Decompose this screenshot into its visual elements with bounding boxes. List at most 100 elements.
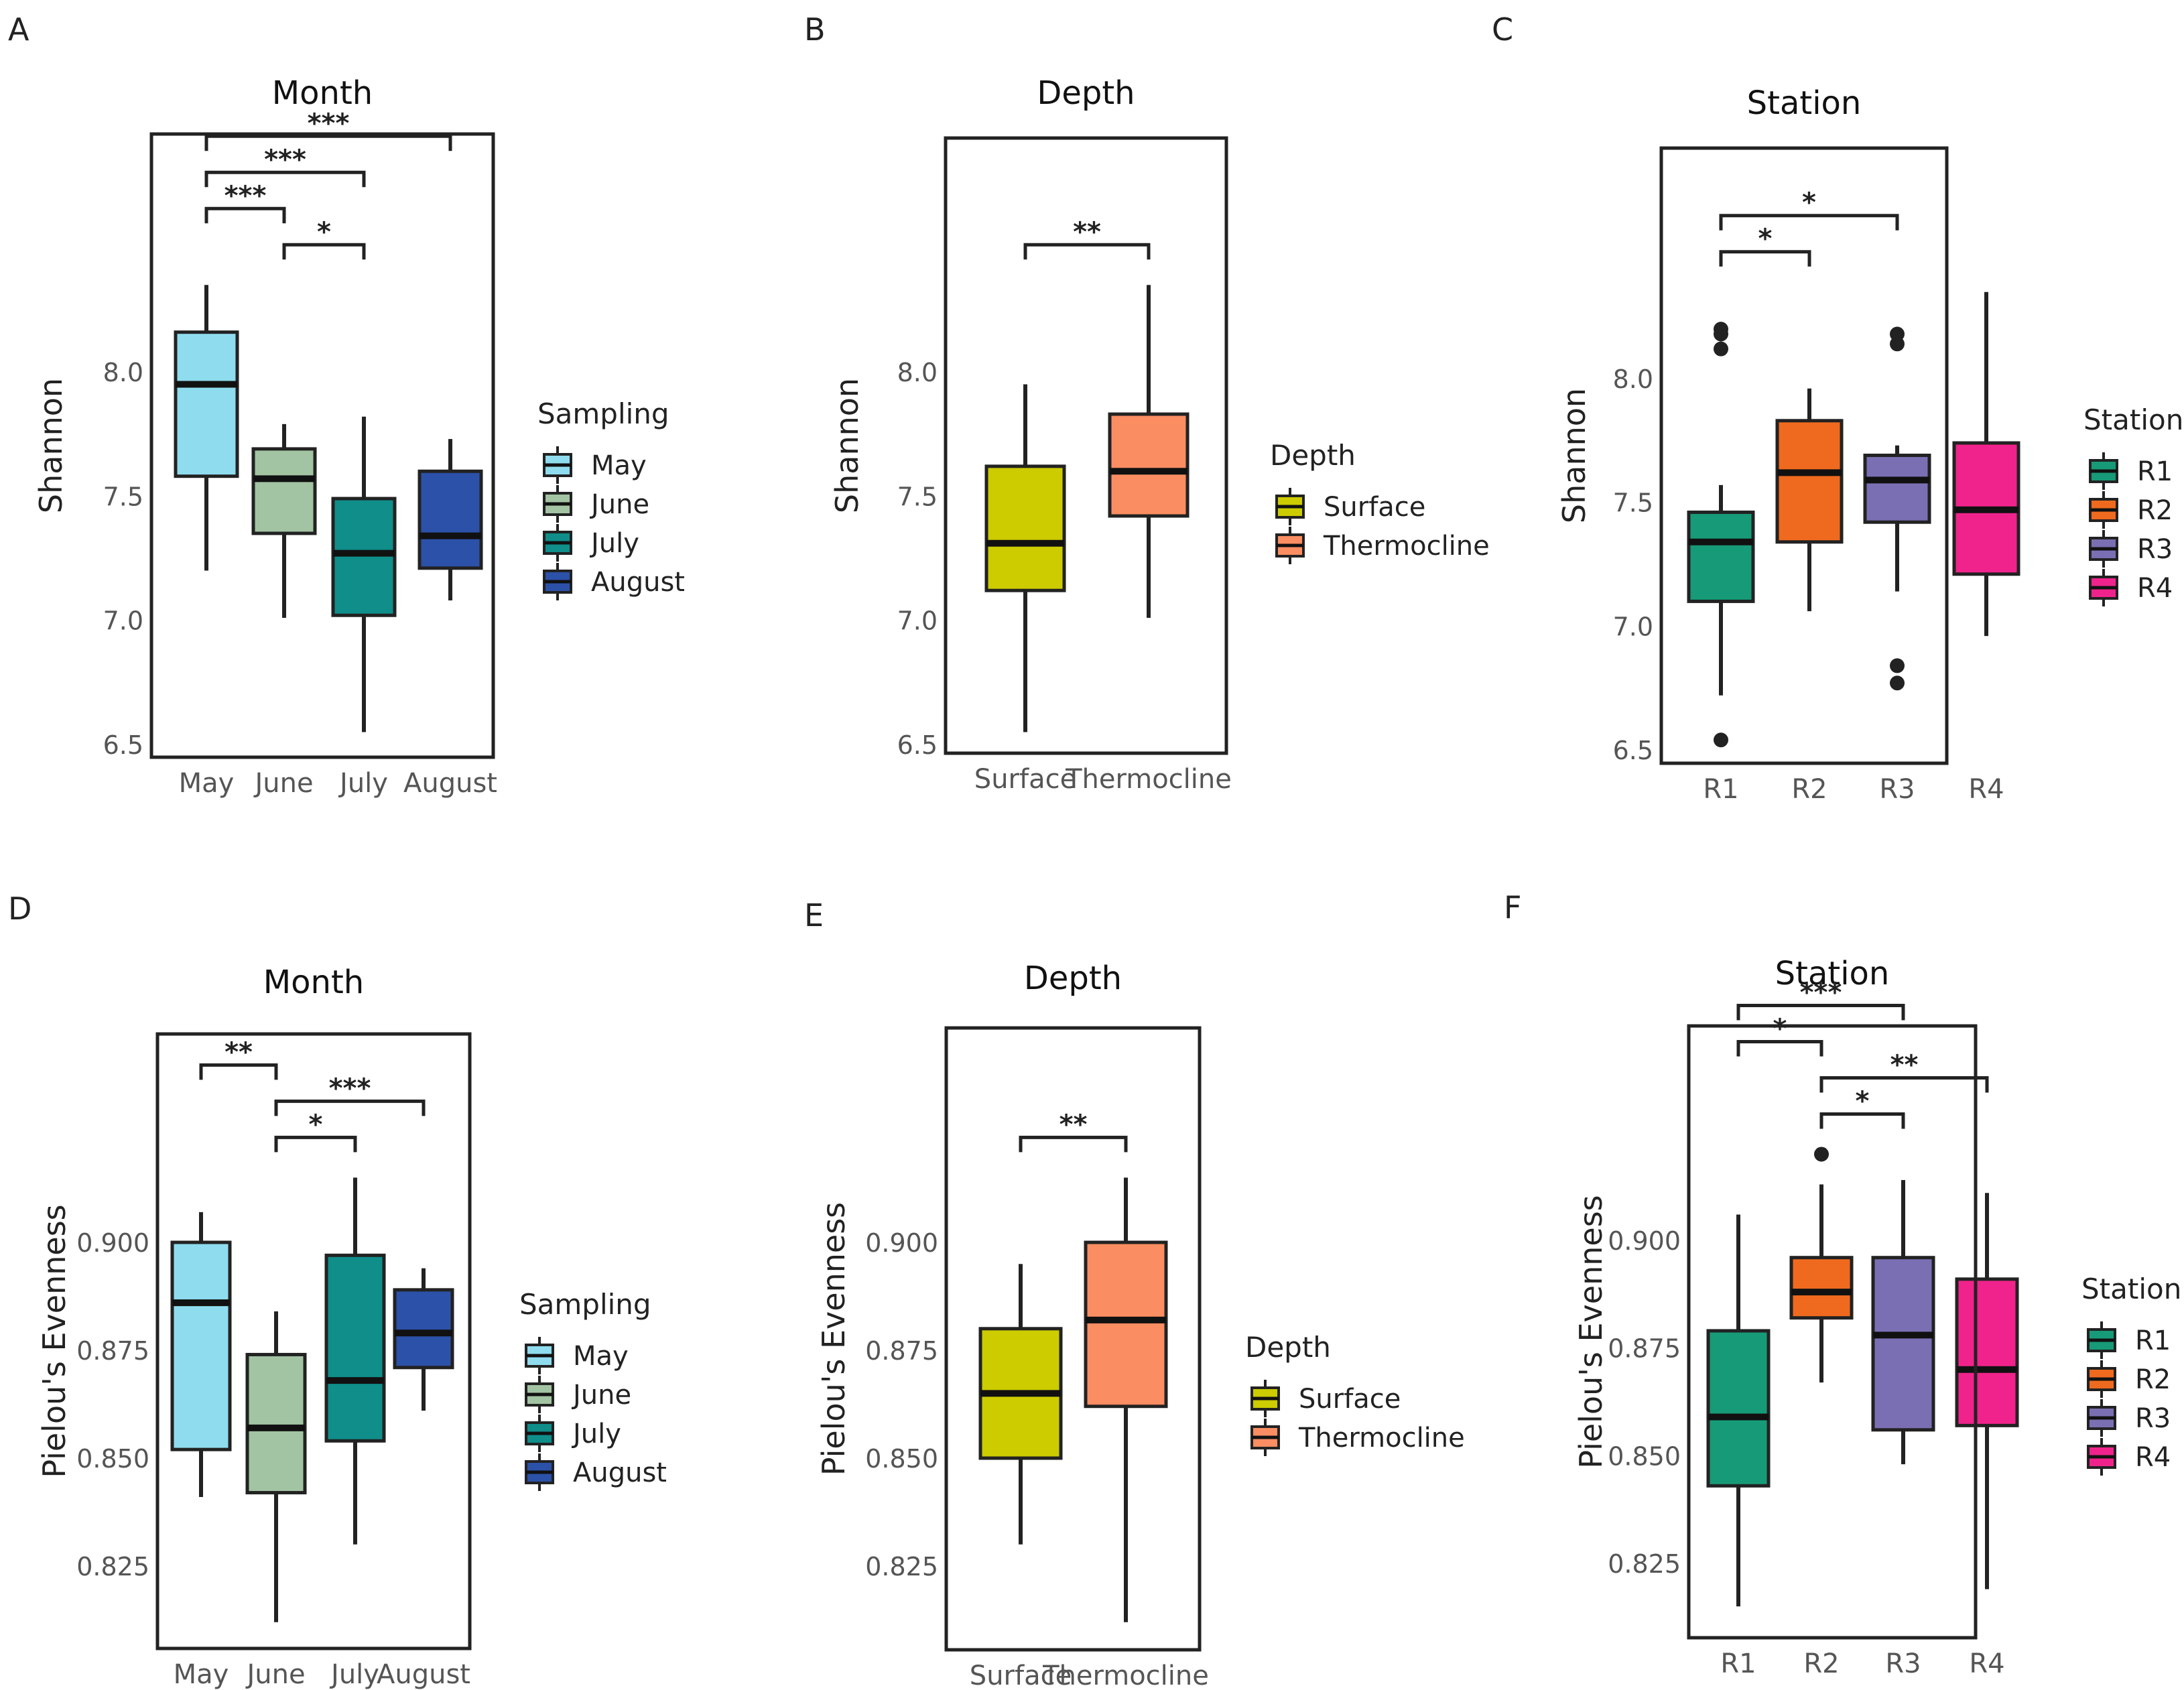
box-r2 [1789, 1147, 1854, 1383]
bracket-label: ** [1059, 1109, 1088, 1140]
legend-key-surface [1250, 1380, 1280, 1417]
legend-label: R4 [2135, 1442, 2171, 1473]
legend-label: June [571, 1380, 631, 1411]
y-tick-label: 0.900 [1608, 1226, 1681, 1256]
legend-key-july [543, 524, 572, 562]
bracket-line [1719, 250, 1811, 267]
bracket-label: * [1773, 1013, 1787, 1044]
significance-bracket: * [1719, 224, 1811, 267]
panel-c: C Station Shannon 6.5 7.0 7.5 8.0 R1 R2 R3 R4 * * Sta… [1492, 11, 2183, 805]
legend-label: May [591, 450, 647, 481]
x-tick-label: July [329, 1659, 379, 1690]
bracket-label: * [317, 216, 331, 247]
panel-letter: B [804, 11, 826, 48]
plot-frame [944, 136, 1228, 755]
y-tick-label: 8.0 [1613, 365, 1653, 394]
y-tick-label: 0.850 [1608, 1441, 1681, 1471]
legend-label: R2 [2137, 495, 2173, 526]
plot-frame [155, 1032, 472, 1650]
x-tick-label: R2 [1791, 774, 1827, 805]
legend-title: Station [2081, 1273, 2181, 1305]
panel-e: E Depth Pielou's Evenness 0.825 0.850 0.875 0.… [804, 897, 1465, 1690]
box-body [984, 464, 1066, 592]
x-tick-label: R1 [1703, 774, 1738, 805]
bracket-label: ** [224, 1037, 253, 1067]
legend-label: R3 [2137, 534, 2173, 565]
legend-label: Thermocline [1298, 1423, 1465, 1453]
bracket-line [274, 1099, 426, 1116]
legend-label: Surface [1299, 1384, 1401, 1415]
legend-label: August [573, 1457, 667, 1488]
legend-title: Station [2083, 403, 2183, 436]
box-body [170, 1240, 232, 1451]
legend-label: June [589, 489, 649, 520]
legend-label: R1 [2137, 456, 2173, 487]
plot-frame [1687, 1024, 1978, 1640]
box-body [1863, 453, 1931, 524]
bracket-label: * [1856, 1086, 1870, 1116]
box-surface [978, 1264, 1063, 1545]
box-r3 [1871, 1180, 1935, 1465]
significance-bracket: *** [274, 1073, 426, 1116]
bracket-line [1819, 1076, 1989, 1093]
x-tick-label: R4 [1969, 1648, 2004, 1679]
panel-letter: F [1504, 889, 1521, 925]
legend-title: Depth [1270, 439, 1356, 472]
box-surface [984, 384, 1066, 732]
significance-bracket: *** [204, 108, 452, 151]
significance-bracket: ** [1819, 1049, 1989, 1093]
panel-letter: A [8, 11, 29, 48]
legend-label: July [571, 1419, 621, 1449]
y-tick-label: 7.0 [897, 606, 938, 636]
x-tick-label: June [253, 768, 313, 799]
box-july [324, 1177, 386, 1545]
bracket-line [199, 1063, 278, 1080]
box-body [1775, 419, 1844, 544]
box-body [331, 497, 397, 617]
y-tick-label: 6.5 [1613, 736, 1653, 765]
box-august [393, 1268, 454, 1411]
panel-letter: E [804, 897, 824, 933]
box-thermocline [1084, 1177, 1168, 1622]
y-tick-label: 0.900 [865, 1228, 938, 1258]
outlier-point [1714, 322, 1728, 337]
box-r1 [1706, 1214, 1771, 1607]
significance-bracket: *** [204, 144, 366, 188]
x-tick-label: June [245, 1659, 305, 1690]
box-body [1955, 1277, 2019, 1427]
box-body [1706, 1329, 1771, 1488]
legend-label: R4 [2137, 573, 2173, 604]
legend-key-r1 [2087, 1321, 2116, 1359]
legend: Station R1 R2 R3 R4 [2083, 403, 2183, 606]
bracket-label: *** [308, 108, 350, 139]
outlier-point [1890, 658, 1905, 673]
panel-letter: C [1492, 11, 1513, 48]
box-r2 [1775, 388, 1844, 612]
y-axis-title: Shannon [33, 378, 69, 513]
box-body [251, 447, 317, 535]
bracket-label: *** [1800, 977, 1842, 1008]
legend-label: May [573, 1341, 629, 1372]
y-tick-label: 6.5 [897, 730, 938, 760]
bracket-line [282, 243, 366, 260]
legend-key-thermocline [1250, 1419, 1280, 1456]
bracket-label: * [1758, 224, 1773, 255]
bracket-line [1736, 1039, 1823, 1057]
x-tick-label: R4 [1968, 774, 2004, 805]
y-tick-label: 0.875 [865, 1336, 938, 1366]
y-tick-label: 7.5 [1613, 489, 1653, 518]
bracket-line [1019, 1135, 1128, 1153]
box-august [417, 439, 483, 601]
legend-title: Depth [1245, 1331, 1331, 1364]
panel-b: BDepthShannon6.57.07.58.0SurfaceThermocl… [804, 11, 1490, 795]
significance-bracket: * [1719, 188, 1899, 231]
x-tick-label: Surface [970, 1661, 1072, 1690]
y-tick-label: 8.0 [103, 358, 143, 387]
panel-letter: D [8, 891, 31, 927]
legend: Sampling May June July August [519, 1288, 667, 1491]
significance-bracket: *** [1736, 977, 1905, 1021]
y-axis-title: Shannon [1556, 388, 1592, 523]
box-body [174, 330, 239, 478]
box-july [331, 416, 397, 732]
legend-label: R3 [2135, 1403, 2171, 1434]
